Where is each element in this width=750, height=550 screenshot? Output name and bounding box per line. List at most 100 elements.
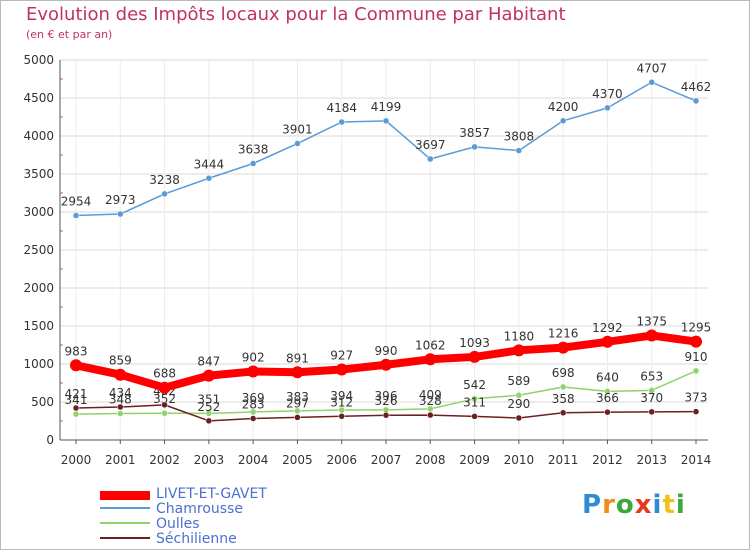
data-point bbox=[205, 410, 213, 417]
legend-label: Chamrousse bbox=[156, 501, 243, 517]
data-point bbox=[382, 117, 390, 125]
chart-subtitle: (en € et par an) bbox=[26, 28, 113, 41]
data-point bbox=[604, 408, 611, 416]
data-point bbox=[692, 97, 700, 105]
data-label: 341 bbox=[65, 393, 88, 407]
data-label: 1062 bbox=[415, 338, 446, 352]
logo-letter: P bbox=[582, 490, 603, 520]
data-point bbox=[471, 413, 478, 420]
data-label: 891 bbox=[286, 351, 309, 365]
logo-letter: i bbox=[652, 490, 663, 520]
data-label: 990 bbox=[375, 344, 398, 358]
data-point bbox=[294, 407, 301, 415]
logo-letter: o bbox=[615, 490, 635, 520]
data-point bbox=[70, 359, 82, 372]
x-tick-label: 2009 bbox=[459, 453, 490, 467]
data-label: 297 bbox=[286, 396, 309, 410]
data-label: 394 bbox=[330, 389, 353, 403]
logo-letter: r bbox=[602, 490, 616, 520]
data-label: 409 bbox=[419, 388, 442, 402]
data-label: 1292 bbox=[592, 321, 623, 335]
data-point bbox=[249, 415, 257, 422]
x-tick-label: 2013 bbox=[636, 453, 667, 467]
data-point bbox=[72, 212, 80, 219]
data-label: 4200 bbox=[548, 100, 579, 114]
data-label: 3901 bbox=[282, 123, 313, 137]
y-tick-label: 4000 bbox=[23, 129, 54, 143]
data-point bbox=[161, 401, 168, 409]
y-tick-label: 4500 bbox=[23, 91, 54, 105]
data-point bbox=[117, 403, 124, 411]
data-label: 1216 bbox=[548, 327, 579, 341]
data-point bbox=[338, 118, 345, 126]
data-point bbox=[249, 408, 257, 416]
data-point bbox=[161, 190, 168, 198]
data-label: 653 bbox=[640, 369, 663, 383]
data-point bbox=[294, 140, 301, 147]
data-point bbox=[338, 413, 345, 420]
data-label: 1295 bbox=[681, 321, 712, 335]
data-label: 369 bbox=[242, 391, 265, 405]
data-label: 927 bbox=[330, 349, 353, 363]
data-label: 358 bbox=[552, 392, 575, 406]
data-point bbox=[557, 341, 570, 354]
legend-swatch bbox=[100, 507, 150, 509]
data-point bbox=[515, 147, 523, 154]
data-point bbox=[690, 335, 702, 348]
data-point bbox=[158, 381, 171, 394]
data-point bbox=[515, 391, 523, 399]
data-point bbox=[117, 410, 124, 417]
x-tick-label: 2000 bbox=[61, 453, 92, 467]
x-tick-label: 2002 bbox=[149, 453, 180, 467]
data-point bbox=[559, 383, 567, 391]
x-tick-label: 2005 bbox=[282, 453, 313, 467]
data-label: 2973 bbox=[105, 193, 136, 207]
y-tick-label: 0 bbox=[46, 433, 54, 447]
data-label: 328 bbox=[419, 394, 442, 408]
data-point bbox=[604, 104, 611, 112]
data-point bbox=[249, 160, 257, 167]
data-point bbox=[335, 363, 348, 376]
data-label: 4370 bbox=[592, 87, 623, 101]
data-label: 373 bbox=[685, 391, 708, 405]
data-point bbox=[427, 155, 434, 163]
y-tick-label: 1500 bbox=[23, 319, 54, 333]
data-label: 3444 bbox=[194, 157, 225, 171]
data-point bbox=[648, 408, 655, 416]
x-tick-label: 2001 bbox=[105, 453, 136, 467]
data-label: 589 bbox=[507, 374, 530, 388]
data-label: 370 bbox=[640, 391, 663, 405]
data-point bbox=[72, 410, 80, 418]
data-label: 847 bbox=[197, 355, 220, 369]
data-point bbox=[247, 365, 260, 378]
data-label: 698 bbox=[552, 366, 575, 380]
x-tick-label: 2004 bbox=[238, 453, 269, 467]
y-tick-label: 3500 bbox=[23, 167, 54, 181]
data-label: 421 bbox=[65, 387, 88, 401]
data-point bbox=[114, 368, 127, 381]
data-label: 2954 bbox=[61, 194, 92, 208]
data-point bbox=[382, 411, 390, 419]
data-label: 326 bbox=[375, 394, 398, 408]
data-point bbox=[117, 210, 124, 218]
x-tick-label: 2007 bbox=[371, 453, 402, 467]
legend-label: Oulles bbox=[156, 516, 200, 532]
data-label: 983 bbox=[65, 344, 88, 358]
data-point bbox=[692, 367, 700, 375]
data-label: 434 bbox=[109, 386, 132, 400]
data-label: 4462 bbox=[681, 80, 712, 94]
data-point bbox=[604, 388, 611, 395]
proxiti-logo: Proxiti bbox=[582, 490, 686, 520]
data-label: 3638 bbox=[238, 143, 269, 157]
data-point bbox=[424, 353, 437, 366]
logo-letter: x bbox=[634, 490, 653, 520]
data-label: 902 bbox=[242, 350, 265, 364]
data-point bbox=[161, 409, 168, 417]
x-tick-label: 2003 bbox=[194, 453, 225, 467]
data-label: 3697 bbox=[415, 138, 446, 152]
data-label: 4184 bbox=[326, 101, 357, 115]
legend-label: LIVET-ET-GAVET bbox=[156, 486, 267, 502]
logo-letter: t bbox=[662, 490, 676, 520]
